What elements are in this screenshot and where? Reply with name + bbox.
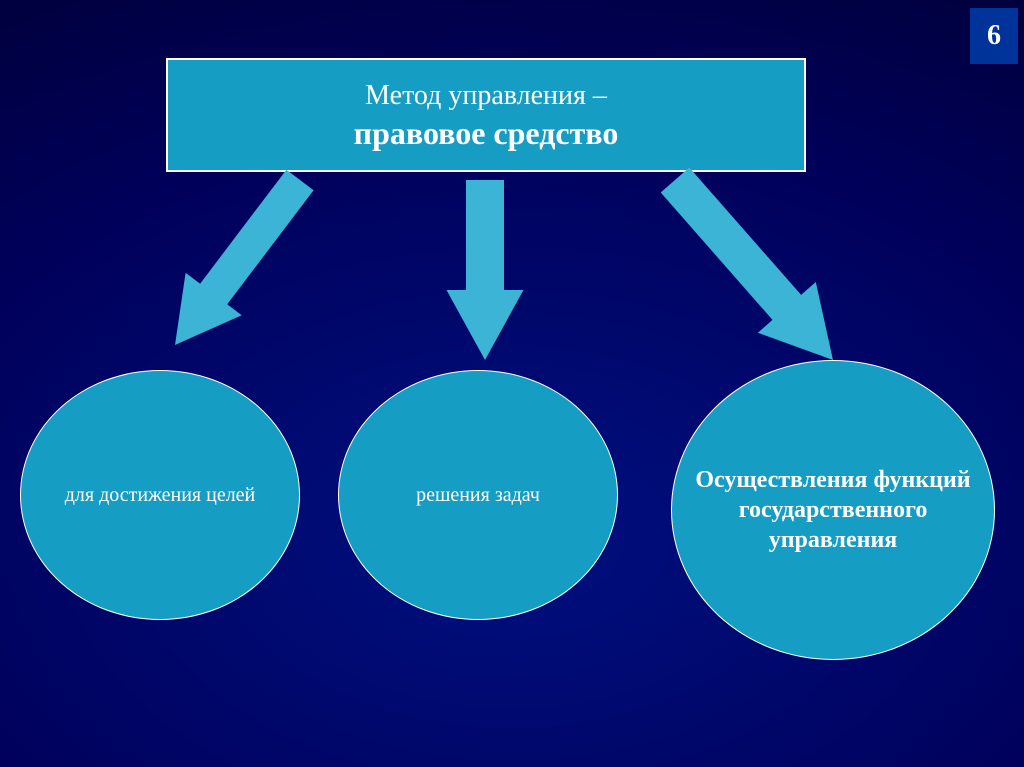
ellipse-tasks: решения задач [338, 370, 618, 620]
arrow-right [661, 168, 833, 361]
ellipse-goals-label: для достижения целей [65, 483, 256, 508]
ellipse-functions: Осуществления функций государственного у… [671, 360, 995, 660]
arrow-left [175, 170, 314, 345]
ellipse-goals: для достижения целей [20, 370, 300, 620]
arrow-center [447, 180, 524, 360]
ellipse-functions-label: Осуществления функций государственного у… [682, 465, 984, 555]
ellipse-tasks-label: решения задач [416, 483, 540, 508]
slide: 6 Метод управления – правовое средство д… [0, 0, 1024, 767]
